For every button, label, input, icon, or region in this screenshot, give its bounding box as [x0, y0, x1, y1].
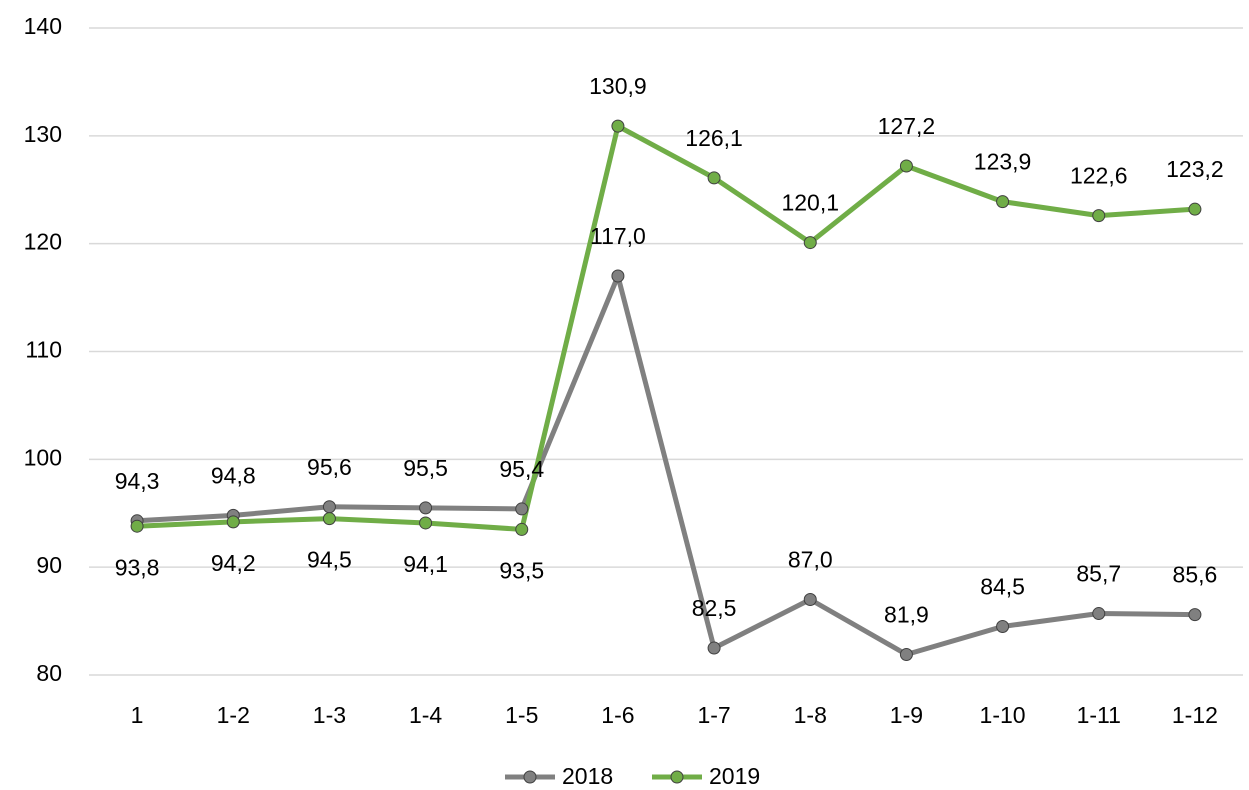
- x-tick-label: 1-2: [217, 702, 250, 728]
- y-tick-label: 140: [24, 13, 62, 39]
- legend-label: 2019: [709, 763, 760, 789]
- data-label: 87,0: [788, 547, 833, 573]
- y-tick-label: 100: [24, 444, 62, 470]
- y-tick-label: 90: [36, 552, 62, 578]
- data-point: [419, 501, 433, 515]
- data-label: 85,6: [1173, 562, 1218, 588]
- data-label: 120,1: [781, 190, 839, 216]
- data-point: [419, 516, 433, 530]
- data-label: 85,7: [1076, 561, 1121, 587]
- data-label: 94,8: [211, 462, 256, 488]
- data-point: [515, 502, 529, 516]
- series-line: [136, 123, 1196, 532]
- data-label: 93,8: [115, 554, 160, 580]
- data-point: [226, 515, 240, 529]
- y-tick-label: 80: [36, 660, 62, 686]
- data-point: [611, 269, 625, 283]
- legend-marker: [523, 770, 537, 784]
- x-tick-label: 1-5: [505, 702, 538, 728]
- data-point: [803, 593, 817, 607]
- data-label: 123,2: [1166, 156, 1224, 182]
- data-label: 84,5: [980, 574, 1025, 600]
- x-tick-label: 1-11: [1077, 702, 1121, 728]
- x-tick-label: 1-12: [1172, 702, 1218, 728]
- data-point: [996, 619, 1010, 633]
- data-point: [707, 641, 721, 655]
- data-label: 94,2: [211, 550, 256, 576]
- x-tick-label: 1-10: [980, 702, 1026, 728]
- x-tick-label: 1-9: [890, 702, 923, 728]
- data-label: 95,6: [307, 454, 352, 480]
- x-tick-label: 1-8: [794, 702, 827, 728]
- y-tick-label: 120: [24, 229, 62, 255]
- data-label: 82,5: [692, 595, 737, 621]
- data-label: 95,4: [499, 456, 544, 482]
- data-point: [1188, 202, 1202, 216]
- data-point: [899, 648, 913, 662]
- data-point: [1092, 607, 1106, 621]
- series-line: [136, 273, 1195, 658]
- data-point: [322, 512, 336, 526]
- x-tick-label: 1-6: [601, 702, 634, 728]
- data-label: 94,1: [403, 551, 448, 577]
- x-tick-label: 1-4: [409, 702, 442, 728]
- data-point: [899, 159, 913, 173]
- data-label: 117,0: [590, 223, 646, 249]
- data-label: 126,1: [685, 125, 743, 151]
- data-point: [707, 171, 721, 185]
- data-label: 130,9: [589, 73, 647, 99]
- data-point: [803, 236, 817, 250]
- x-tick-label: 1-7: [697, 702, 730, 728]
- data-label: 123,9: [974, 149, 1032, 175]
- data-label: 95,5: [403, 455, 448, 481]
- data-point: [611, 119, 625, 133]
- data-point: [1092, 209, 1106, 223]
- y-tick-label: 110: [25, 337, 62, 363]
- data-point: [996, 195, 1010, 209]
- data-label: 94,3: [115, 468, 160, 494]
- data-label: 93,5: [499, 558, 544, 584]
- data-point: [1188, 608, 1202, 622]
- data-point: [130, 519, 144, 533]
- data-point: [322, 500, 336, 514]
- data-point: [515, 522, 529, 536]
- legend-label: 2018: [562, 763, 613, 789]
- data-label: 122,6: [1070, 163, 1128, 189]
- legend-marker: [670, 770, 684, 784]
- data-label: 94,5: [307, 547, 352, 573]
- y-tick-label: 130: [24, 121, 62, 147]
- x-tick-label: 1-3: [313, 702, 346, 728]
- data-label: 81,9: [884, 602, 929, 628]
- x-tick-label: 1: [131, 702, 144, 728]
- data-label: 127,2: [878, 113, 936, 139]
